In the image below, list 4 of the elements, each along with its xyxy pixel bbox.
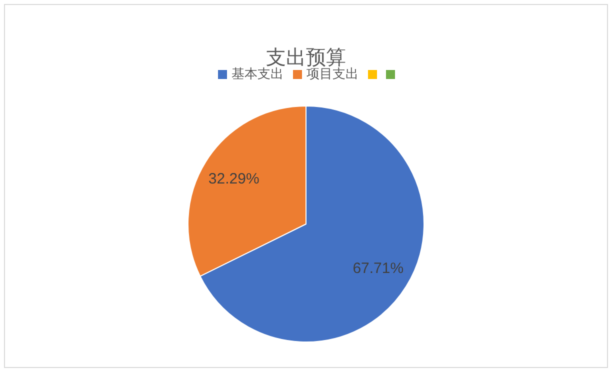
legend-label: 项目支出 — [306, 67, 358, 83]
data-label: 67.71% — [352, 260, 404, 278]
legend-label: 基本支出 — [232, 66, 284, 83]
data-label: 32.29% — [208, 170, 260, 188]
